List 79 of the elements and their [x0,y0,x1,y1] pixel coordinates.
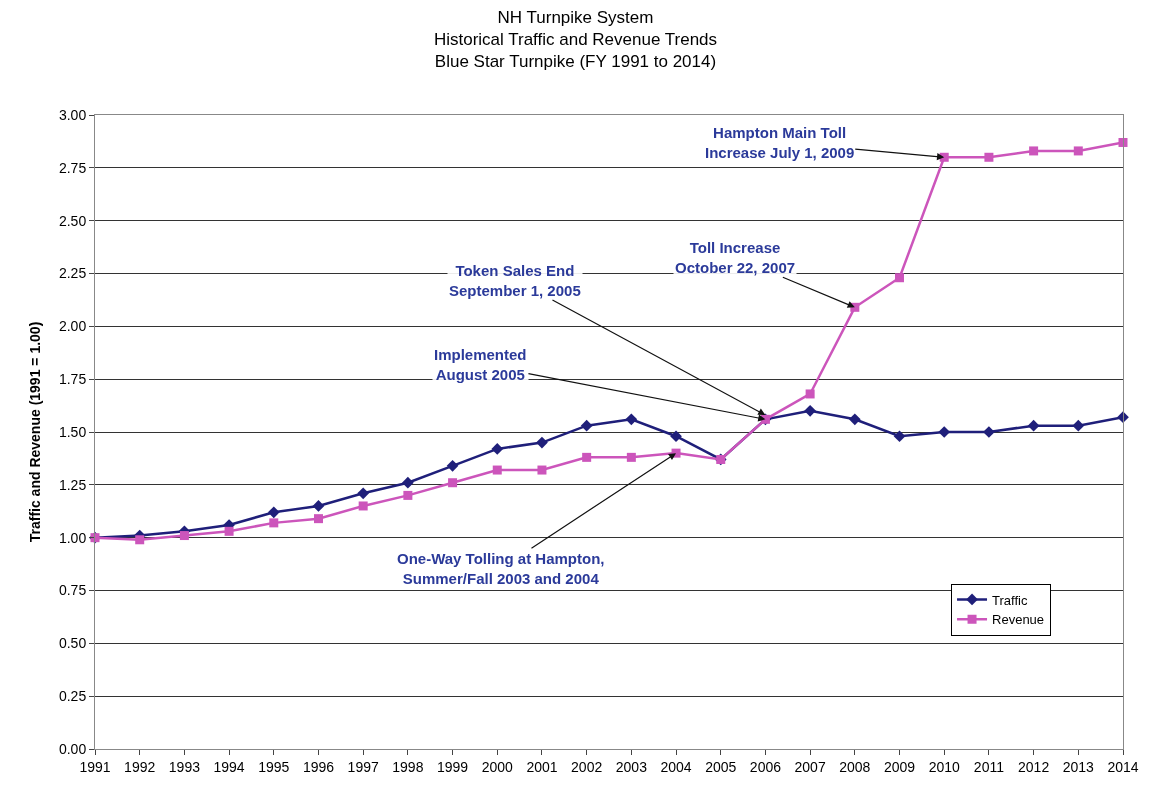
point [403,490,413,500]
point [848,413,861,426]
point [1073,146,1083,156]
y-tick-label: 1.25 [58,476,87,493]
x-tick-label: 2007 [794,758,826,775]
x-tick-label: 2000 [481,758,514,775]
point [1117,411,1129,424]
x-tick-label: 2009 [883,758,916,775]
point [1029,146,1039,156]
x-tick-label: 2004 [660,758,692,775]
y-tick-label: 3.00 [58,106,87,123]
point [895,273,905,283]
point [1027,419,1040,432]
x-tick-label: 2014 [1107,758,1139,775]
y-tick-label: 1.00 [58,529,87,546]
point [804,405,816,417]
x-tick-label: 2008 [839,758,871,775]
y-tick-label: 1.75 [58,371,87,388]
annotation: Hampton Main Toll Increase July 1, 2009 [705,124,855,161]
y-tick-label: 0.25 [58,688,87,705]
point [492,465,502,475]
x-tick-label: 1992 [124,758,156,775]
point [625,413,638,426]
point [446,459,459,472]
legend-label: Traffic [992,592,1028,608]
annotation: Token Sales End September 1, 2005 [449,262,581,299]
point [626,452,636,462]
point [357,487,370,500]
point [179,531,189,541]
annotation: Implemented August 2005 [434,346,527,383]
y-tick-label: 0.50 [58,635,87,652]
point [402,476,414,489]
x-tick-label: 1996 [302,758,335,775]
point [1072,419,1085,432]
point [312,500,325,512]
point [267,506,280,519]
x-tick-label: 1997 [347,758,379,775]
x-tick-label: 2013 [1062,758,1095,775]
x-tick-label: 2002 [571,758,603,775]
x-tick-label: 2003 [615,758,648,775]
y-tick-label: 2.75 [58,159,87,176]
point [582,452,592,462]
x-tick-label: 2012 [1018,758,1050,775]
y-tick-label: 2.25 [58,265,87,282]
y-tick-label: 2.00 [58,318,87,335]
x-tick-label: 2010 [928,758,960,775]
x-tick-label: 2005 [705,758,737,775]
chart-title: NH Turnpike System Historical Traffic and Revenue Trends Blue Star Turnpike (FY 1991 to 2014) [433,7,718,71]
point [536,436,548,449]
x-tick-label: 1995 [258,758,290,775]
point [358,501,368,511]
y-axis-title: Traffic and Revenue (1991 = 1.00) [26,321,43,543]
point [893,430,906,443]
y-tick-label: 1.50 [58,423,87,440]
y-tick-label: 0.00 [58,740,87,757]
x-tick-label: 1991 [79,758,111,775]
annotation: One-Way Tolling at Hampton, Summer/Fall 2003 and 2004 [397,550,605,587]
x-tick-label: 1998 [392,758,424,775]
point [805,389,815,399]
point [224,526,234,536]
legend-label: Revenue [992,612,1045,628]
x-tick-label: 2001 [526,758,558,775]
x-tick-label: 1993 [168,758,201,775]
point [135,535,145,545]
x-tick-label: 2011 [973,758,1005,775]
point [269,518,279,528]
y-tick-label: 2.50 [58,212,87,229]
point [670,430,682,443]
annotation: Toll Increase October 22, 2007 [675,239,796,276]
point [537,465,547,475]
point [448,478,458,488]
x-tick-label: 2006 [749,758,782,775]
y-tick-label: 0.75 [58,582,87,599]
point [313,514,323,524]
point [984,152,994,162]
point [491,443,504,455]
x-tick-label: 1994 [213,758,245,775]
x-tick-label: 1999 [436,758,469,775]
point [580,419,593,432]
